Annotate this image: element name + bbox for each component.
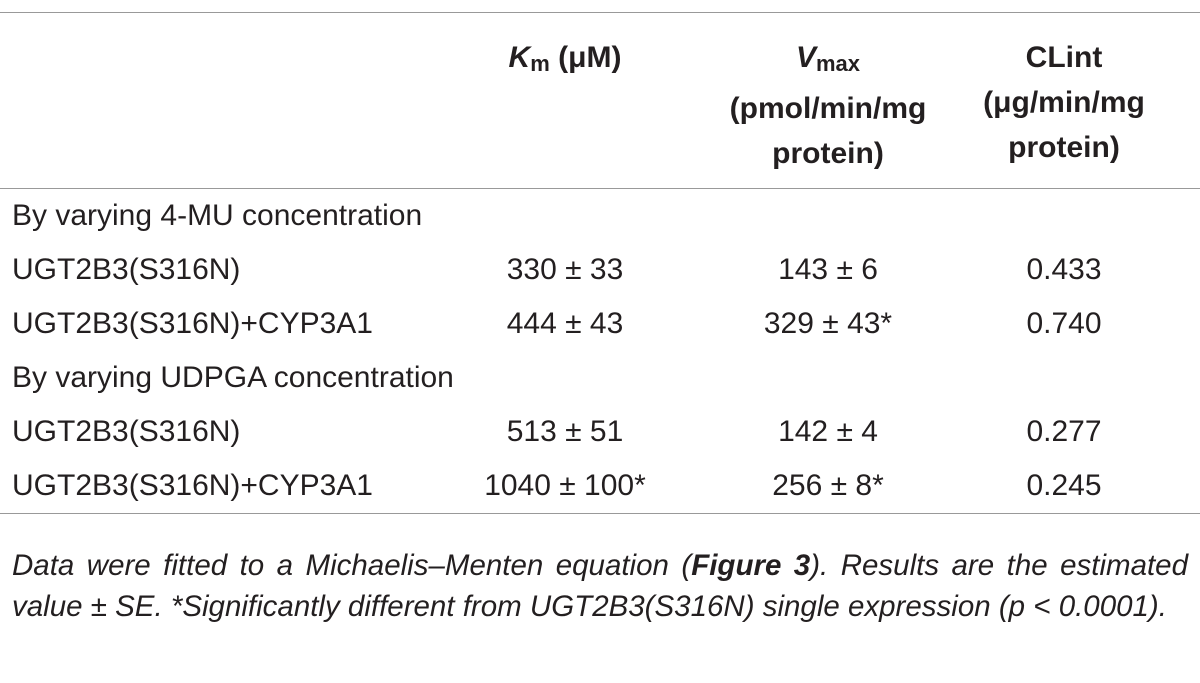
row-label: UGT2B3(S316N)+CYP3A1 — [12, 307, 373, 340]
cell: 142 ± 4 — [778, 415, 878, 448]
data-row: UGT2B3(S316N) 330 ± 33 143 ± 6 0.433 — [0, 243, 1200, 297]
header-row: Km (μM) Vmax (pmol/min/mg protein) CLint (… — [0, 12, 1200, 189]
header-cell — [0, 13, 432, 189]
row-label: UGT2B3(S316N) — [12, 253, 241, 286]
table-head: Km (μM) Vmax (pmol/min/mg protein) CLint (… — [0, 12, 1200, 189]
section-row: By varying 4-MU concentration — [0, 189, 1200, 244]
data-table: Km (μM) Vmax (pmol/min/mg protein) CLint (… — [0, 12, 1200, 514]
cell: 330 ± 33 — [506, 253, 624, 286]
unit: (pmol/min/mg protein) — [729, 92, 927, 170]
cell: 0.245 — [1026, 469, 1102, 502]
data-row: UGT2B3(S316N) 513 ± 51 142 ± 4 0.277 — [0, 405, 1200, 459]
subscript: max — [815, 51, 861, 76]
header-cell: Km (μM) — [432, 13, 698, 189]
cell: 0.277 — [1026, 415, 1102, 448]
row-label: UGT2B3(S316N) — [12, 415, 241, 448]
data-row: UGT2B3(S316N)+CYP3A1 444 ± 43 329 ± 43* 0.7… — [0, 297, 1200, 351]
unit: (μM) — [558, 41, 622, 74]
header-cell: CLint (μg/min/mg protein) — [958, 13, 1200, 189]
subscript: m — [530, 51, 550, 76]
section-row: By varying UDPGA concentration — [0, 351, 1200, 405]
footnote: Data were fitted to a Michaelis–Menten e… — [12, 545, 1188, 627]
symbol: V — [795, 41, 816, 74]
cell: 0.433 — [1026, 253, 1102, 286]
footnote-text: ). Results are the estimated value ± SE.… — [12, 549, 1188, 623]
cell: 1040 ± 100* — [484, 469, 646, 502]
section-title: By varying 4-MU concentration — [12, 199, 423, 232]
cell: 329 ± 43* — [763, 307, 893, 340]
table-body: By varying 4-MU concentration UGT2B3(S316… — [0, 189, 1200, 514]
cell: 256 ± 8* — [772, 469, 884, 502]
data-row: UGT2B3(S316N)+CYP3A1 1040 ± 100* 256 ± 8* 0… — [0, 459, 1200, 514]
row-label: UGT2B3(S316N)+CYP3A1 — [12, 469, 373, 502]
cell: 444 ± 43 — [506, 307, 624, 340]
header-cell: Vmax (pmol/min/mg protein) — [698, 13, 958, 189]
cell: 513 ± 51 — [506, 415, 624, 448]
unit: (μg/min/mg protein) — [983, 86, 1145, 164]
cell: 0.740 — [1026, 307, 1102, 340]
section-title: By varying UDPGA concentration — [12, 361, 454, 394]
cell: 143 ± 6 — [778, 253, 878, 286]
symbol: CLint — [1025, 41, 1103, 74]
figure-ref: Figure 3 — [691, 549, 811, 582]
symbol: K — [508, 41, 531, 74]
footnote-text: Data were fitted to a Michaelis–Menten e… — [12, 549, 692, 582]
